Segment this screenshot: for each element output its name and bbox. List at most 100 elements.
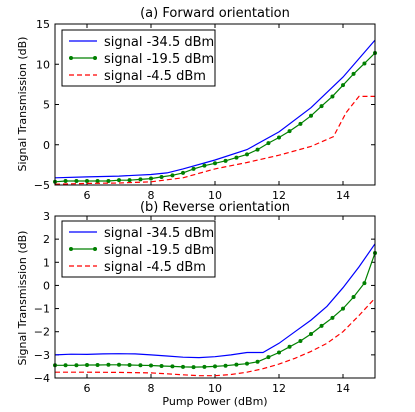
series-b-0-line <box>54 243 376 359</box>
series-a-1-point-14 <box>202 163 207 168</box>
ytick-label-a-5: 5 <box>43 99 50 112</box>
xtick-label-a-14: 14 <box>336 189 350 202</box>
series-a-1-point-26 <box>330 94 335 99</box>
series-a-1-point-25 <box>319 104 324 109</box>
legend-a-label-1: signal -19.5 dBm <box>104 52 214 67</box>
ytick-label-b-0: 0 <box>43 279 50 292</box>
series-b-1-point-11 <box>170 364 175 369</box>
ytick-label-b--3: −3 <box>34 349 50 362</box>
legend-b-marker-1b <box>93 247 97 251</box>
series-a-1-point-18 <box>245 152 249 157</box>
series-a-1-point-7 <box>127 178 132 183</box>
series-a-1-point-3 <box>85 178 89 183</box>
panel-b: (b) Reverse orientation Signal Transmiss… <box>16 200 377 408</box>
series-a-1-point-21 <box>277 135 281 140</box>
series-b-1-point-21 <box>277 350 281 355</box>
legend-b-label-1: signal -19.5 dBm <box>104 243 214 258</box>
series-a-1-point-12 <box>181 170 185 175</box>
series-b-1-point-29 <box>362 281 367 286</box>
series-b-1-point-14 <box>202 364 207 369</box>
ytick-label-a-15: 15 <box>36 18 50 31</box>
series-b-1-point-9 <box>149 363 153 368</box>
series-b-1-point-17 <box>234 362 239 367</box>
series-b-1-point-27 <box>341 306 345 311</box>
series-b-1-point-18 <box>245 361 249 366</box>
series-a-1-point-5 <box>106 178 111 183</box>
panel-b-legend: signal -34.5 dBm signal -19.5 dBm signal… <box>61 220 216 278</box>
series-b-1-point-2 <box>74 363 79 368</box>
series-a-1-point-13 <box>191 166 196 171</box>
series-a-1-point-22 <box>287 129 292 134</box>
series-b-1-point-8 <box>138 363 143 368</box>
series-b-1-point-22 <box>287 344 292 349</box>
series-a-0-line <box>54 39 376 179</box>
series-b-1-point-15 <box>213 364 217 369</box>
panel-b-ylabel: Signal Transmission (dB) <box>16 231 29 366</box>
series-a-1-point-29 <box>362 61 367 66</box>
xtick-label-a-6: 6 <box>84 189 91 202</box>
series-b-1-point-28 <box>351 295 356 299</box>
series-a-1-point-23 <box>298 121 303 126</box>
series-b-1-point-5 <box>106 362 111 367</box>
series-b-1-point-6 <box>117 362 121 367</box>
series-a-1-point-6 <box>117 178 121 183</box>
xtick-label-a-12: 12 <box>272 189 286 202</box>
legend-b-label-0: signal -34.5 dBm <box>104 226 214 241</box>
series-b-1-point-25 <box>319 323 324 328</box>
series-b-1-point-24 <box>309 332 313 337</box>
xtick-label-a-8: 8 <box>148 189 155 202</box>
series-a-1-point-4 <box>95 178 100 183</box>
ytick-label-a-0: 0 <box>43 139 50 152</box>
ytick-label-b-2: 2 <box>43 233 50 246</box>
series-b-1-point-1 <box>63 363 68 368</box>
series-a-1-point-1 <box>63 178 68 183</box>
panel-b-frame <box>54 215 376 379</box>
series-a-1-point-8 <box>138 177 143 182</box>
legend-a-marker-1a <box>69 56 73 60</box>
ytick-label-b--2: −2 <box>34 326 50 339</box>
series-b-1-point-4 <box>95 363 100 368</box>
xtick-label-a-10: 10 <box>208 189 222 202</box>
series-a-1-point-27 <box>341 83 345 88</box>
series-b-1-point-12 <box>181 364 185 369</box>
series-b-1-point-16 <box>223 363 228 368</box>
series-b-1-point-19 <box>255 359 260 364</box>
panel-a: (a) Forward orientation Signal Transmiss… <box>16 6 377 202</box>
panel-a-frame <box>54 23 376 186</box>
series-a-2-line <box>54 95 375 185</box>
panel-b-title: (b) Reverse orientation <box>140 200 290 215</box>
series-a-1-point-2 <box>74 178 79 183</box>
series-a-1-point-20 <box>266 141 271 146</box>
series-a-1-point-10 <box>159 174 164 179</box>
panel-b-series <box>53 243 377 377</box>
xtick-label-b-12: 12 <box>272 382 286 395</box>
xtick-label-b-10: 10 <box>208 382 222 395</box>
series-b-1-point-23 <box>298 338 303 343</box>
series-a-1-point-17 <box>234 155 239 160</box>
legend-b-marker-1a <box>69 247 73 251</box>
series-a-1-point-15 <box>213 161 217 166</box>
legend-a-marker-1b <box>93 56 97 60</box>
ytick-label-a-10: 10 <box>36 58 50 71</box>
series-b-1-point-10 <box>159 363 164 368</box>
ytick-label-b-3: 3 <box>43 210 50 223</box>
ytick-label-b-1: 1 <box>43 256 50 269</box>
series-b-1-point-20 <box>266 355 271 360</box>
panel-a-legend: signal -34.5 dBm signal -19.5 dBm signal… <box>61 29 216 87</box>
series-b-2-line <box>55 297 376 377</box>
xtick-label-b-14: 14 <box>336 382 350 395</box>
series-b-1-point-13 <box>191 365 196 370</box>
legend-a-label-2: signal -4.5 dBm <box>104 69 206 84</box>
panel-a-ylabel: Signal Transmission (dB) <box>16 37 29 172</box>
legend-b-label-2: signal -4.5 dBm <box>104 260 206 275</box>
series-a-1-point-28 <box>351 71 356 76</box>
xtick-label-b-6: 6 <box>84 382 91 395</box>
ytick-label-b--1: −1 <box>34 303 50 316</box>
series-a-1-point-19 <box>255 147 260 152</box>
series-b-1-point-3 <box>85 363 89 368</box>
panel-a-ticks: 6 8 10 12 14 −5 0 5 10 15 <box>34 18 375 202</box>
ytick-label-b--4: −4 <box>34 372 50 385</box>
panel-a-title: (a) Forward orientation <box>140 6 290 21</box>
